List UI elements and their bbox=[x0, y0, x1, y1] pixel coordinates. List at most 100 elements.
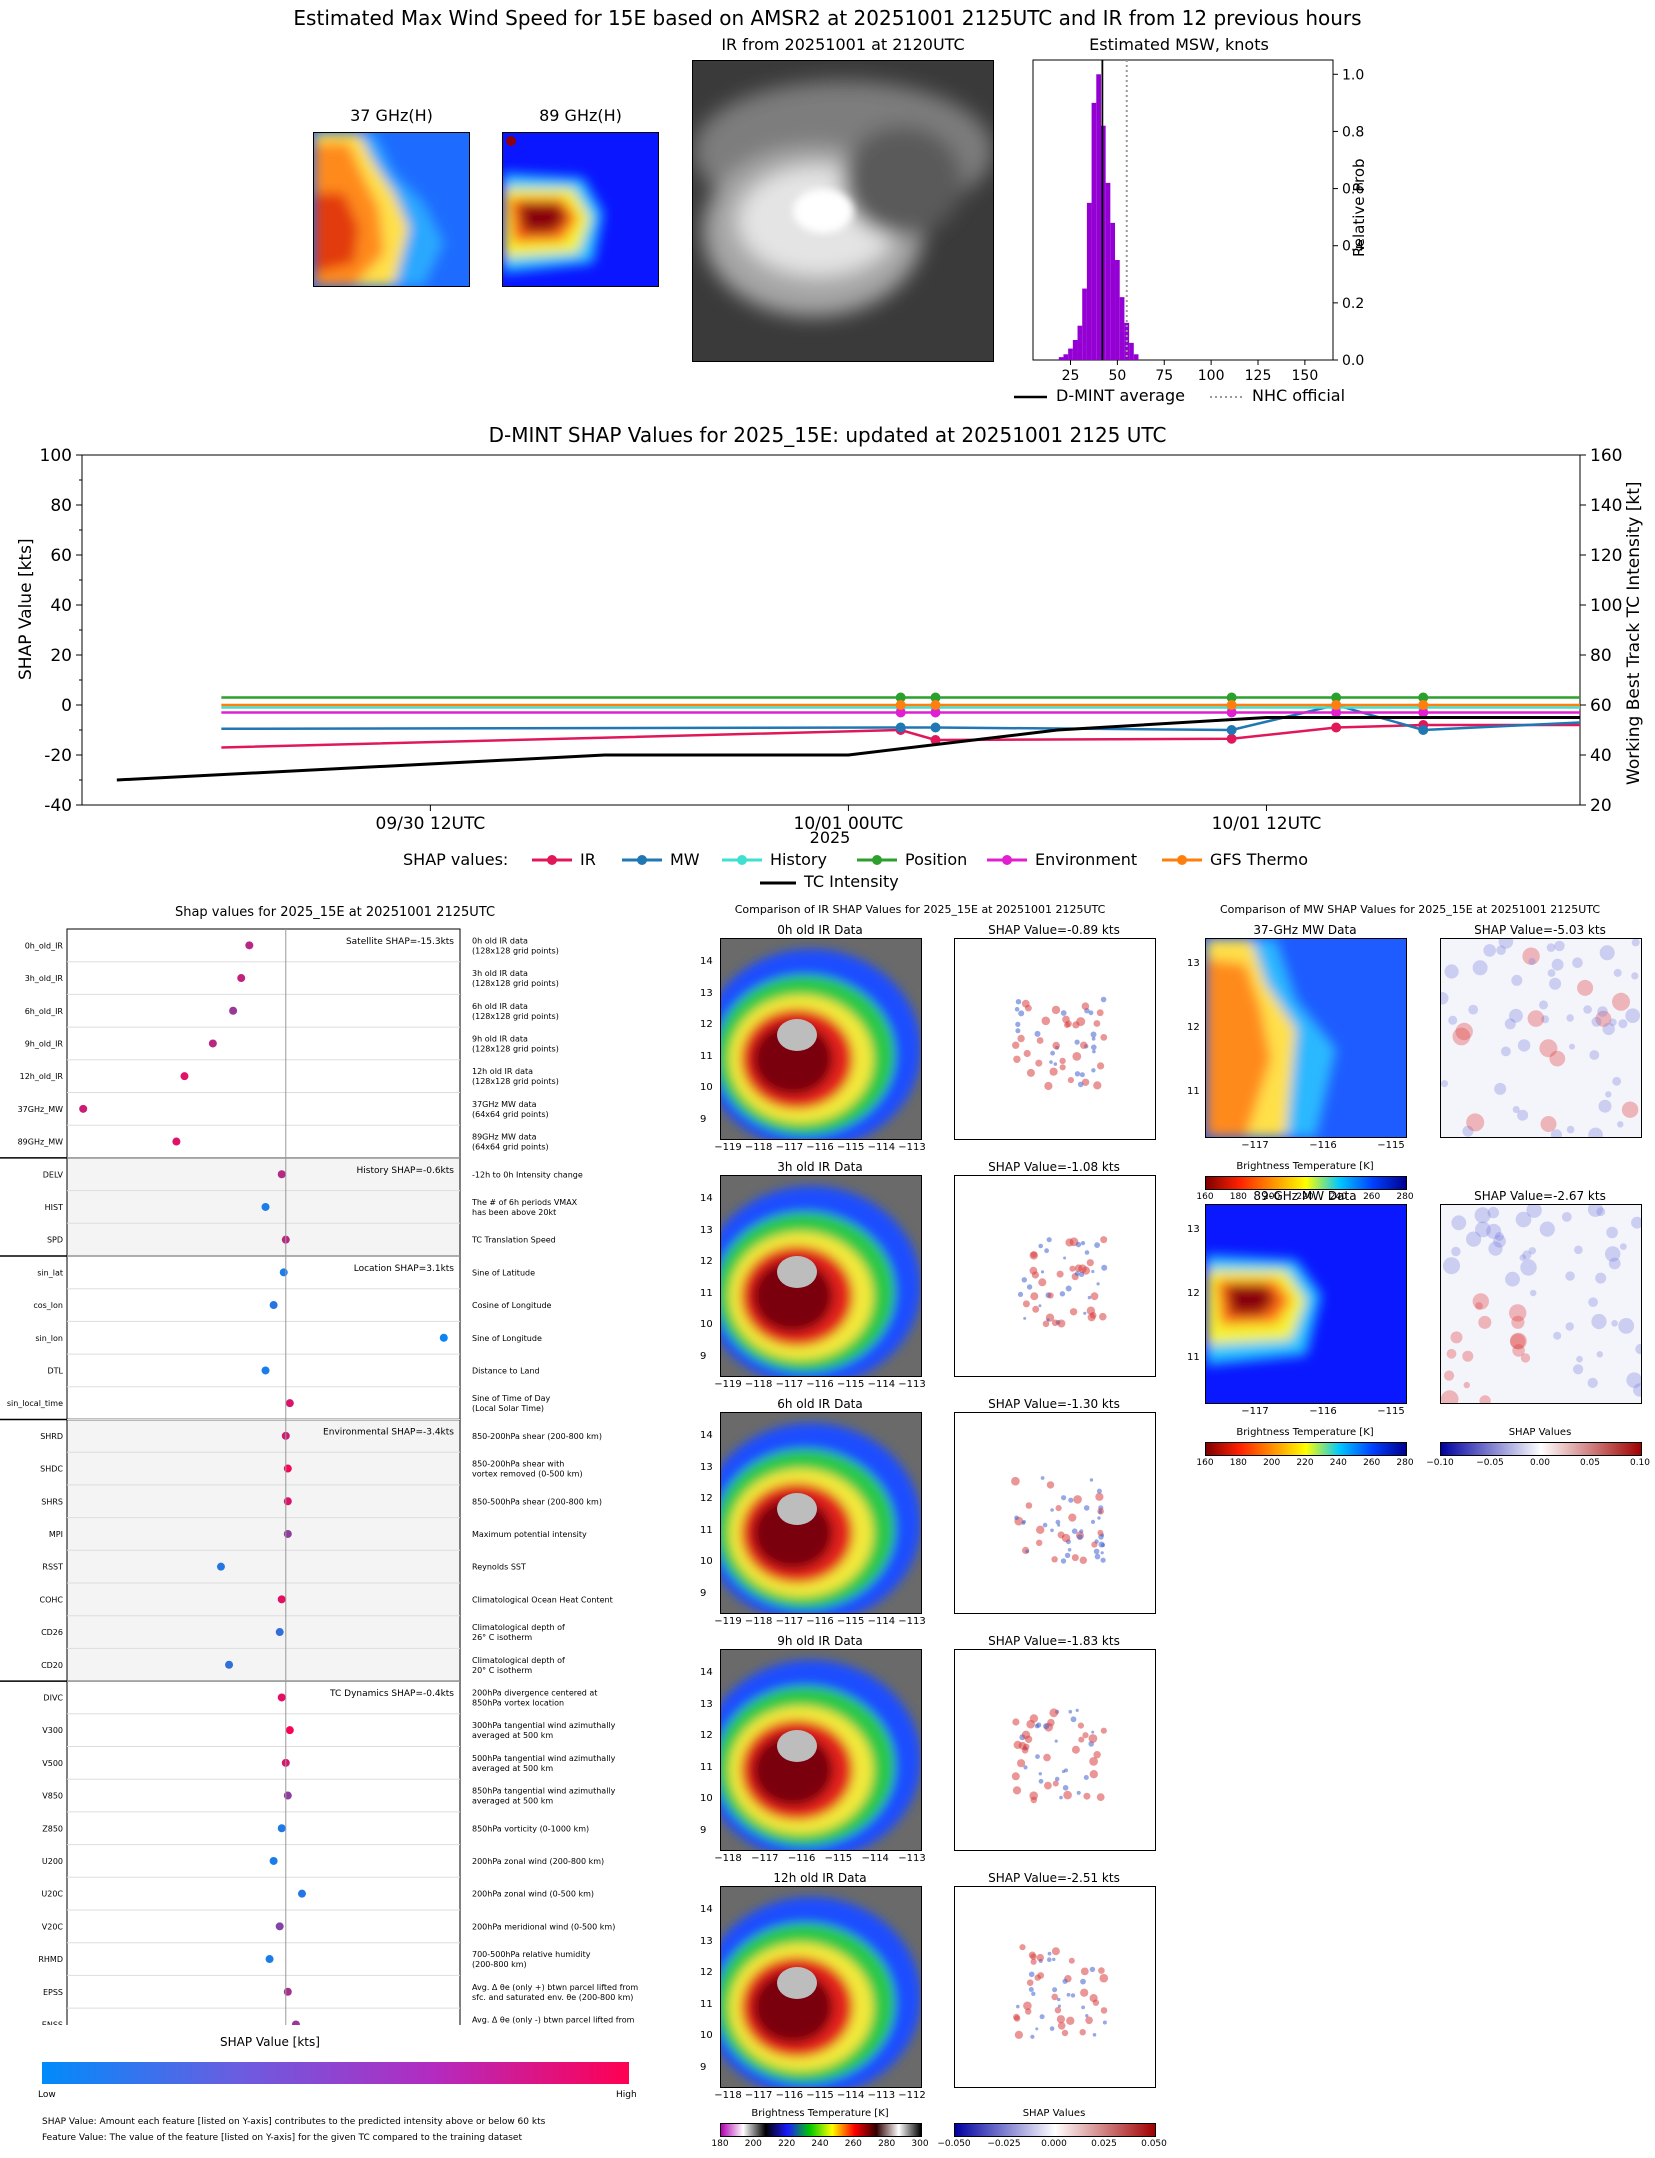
feature-description: -12h to 0h Intensity change bbox=[472, 1170, 583, 1179]
beeswarm-chart: Satellite SHAP=-15.3kts History SHAP=-0.6… bbox=[0, 928, 638, 2025]
feature-name: SHDC bbox=[40, 1465, 63, 1474]
feature-name: RHMD bbox=[38, 1955, 63, 1964]
beeswarm-title: Shap values for 2025_15E at 20251001 212… bbox=[174, 905, 496, 920]
mw-data-image-graphic bbox=[1206, 939, 1406, 1137]
mw-shap-colorbar-tick: 0.05 bbox=[1579, 1458, 1601, 1468]
ir-xtick-label: −119 bbox=[714, 1379, 742, 1390]
ir-compare-grid: 0h old IR Data 14 13 12 11 10 9 −119 −118 −117 −11… bbox=[670, 915, 1190, 2155]
mw-colorbar-tick: 240 bbox=[1329, 1192, 1347, 1202]
feature-description: (128x128 grid points) bbox=[472, 1077, 559, 1086]
ir-colorbar-tick: 220 bbox=[778, 2139, 796, 2149]
feature-description: (64x64 grid points) bbox=[472, 1110, 549, 1119]
group-label: Location SHAP=3.1kts bbox=[354, 1264, 455, 1274]
ir-shap-image bbox=[954, 938, 1156, 1140]
ir-colorbar-tick: 180 bbox=[711, 2139, 729, 2149]
ir-ytick-label: 12 bbox=[700, 1019, 713, 1030]
mw-shap-colorbar-tick: 0.00 bbox=[1529, 1458, 1551, 1468]
feature-description: vortex removed (0-500 km) bbox=[472, 1470, 583, 1479]
series-point bbox=[930, 692, 941, 703]
series-point bbox=[895, 707, 906, 718]
feature-point bbox=[79, 1104, 88, 1113]
ir-xtick-label: −118 bbox=[744, 1142, 773, 1153]
ts-ytick-left-label: -40 bbox=[44, 796, 72, 816]
feature-description: Climatological depth of bbox=[472, 1623, 565, 1632]
ir-data-image-graphic bbox=[721, 1887, 921, 2087]
ir-row-label: 6h old IR Data bbox=[777, 1397, 863, 1411]
ir-data-image-graphic bbox=[721, 1176, 921, 1376]
feature-name: U200 bbox=[42, 1857, 63, 1866]
hist-bar bbox=[1129, 342, 1134, 360]
feature-description: 6h old IR data bbox=[472, 1002, 528, 1011]
ir-xtick-label: −113 bbox=[898, 1142, 926, 1153]
ir-ytick-label: 14 bbox=[700, 1667, 713, 1678]
feature-description: (128x128 grid points) bbox=[472, 979, 559, 988]
hist-frame bbox=[1032, 59, 1334, 361]
ir-colorbar-label: Brightness Temperature [K] bbox=[751, 2108, 889, 2119]
mw-shap-image bbox=[1440, 938, 1642, 1138]
hist-bar bbox=[1110, 222, 1116, 360]
series-point bbox=[895, 722, 906, 733]
series-point bbox=[895, 700, 906, 710]
feature-name: V850 bbox=[42, 1792, 63, 1801]
feature-point bbox=[439, 1333, 448, 1342]
feature-description: Maximum potential intensity bbox=[472, 1530, 587, 1539]
ir-xtick-label: −115 bbox=[824, 1853, 853, 1864]
hist-xtick-label: 100 bbox=[1198, 368, 1225, 384]
ir-ytick-label: 9 bbox=[700, 2061, 707, 2073]
mw-xtick-label: −116 bbox=[1309, 1140, 1337, 1151]
feature-point bbox=[283, 1987, 292, 1996]
feature-value-colorbar bbox=[42, 2062, 629, 2084]
mw-ytick-label: 11 bbox=[1187, 1352, 1200, 1363]
hist-xtick-label: 25 bbox=[1062, 368, 1080, 384]
feature-point bbox=[285, 1726, 294, 1735]
feature-description: averaged at 500 km bbox=[472, 1797, 553, 1806]
hist-bar bbox=[1115, 260, 1120, 360]
mw-shap-colorbar-tick: −0.05 bbox=[1476, 1458, 1504, 1468]
mw-shap-image-graphic bbox=[1441, 939, 1641, 1137]
hist-bar bbox=[1091, 102, 1097, 360]
legend-nhc-line bbox=[1210, 396, 1243, 398]
ts-xtick-label: 09/30 12UTC bbox=[376, 814, 486, 834]
feature-point bbox=[283, 1464, 292, 1473]
ts-ytick-right-label: 160 bbox=[1590, 446, 1622, 466]
ir-shap-image bbox=[954, 1649, 1156, 1851]
ts-ytick-left-label: 60 bbox=[50, 546, 72, 566]
group-background bbox=[67, 1256, 460, 1420]
ts-legend-label: IR bbox=[580, 849, 596, 869]
mw-colorbar-tick: 260 bbox=[1363, 1458, 1381, 1468]
ir-data-image-graphic bbox=[721, 1413, 921, 1613]
feature-description: 200hPa zonal wind (0-500 km) bbox=[472, 1890, 594, 1899]
tc-intensity-line bbox=[116, 716, 1580, 782]
ir-colorbar-tick: 280 bbox=[878, 2139, 896, 2149]
hist-xtick-label: 50 bbox=[1108, 368, 1126, 384]
series-point bbox=[1418, 725, 1429, 735]
mw-colorbar-tick: 160 bbox=[1196, 1192, 1214, 1202]
ir-xtick-label: −116 bbox=[806, 1616, 834, 1627]
mw37-title: 37 GHz(H) bbox=[350, 106, 433, 125]
series-point bbox=[1418, 700, 1429, 710]
feature-name: sin_lat bbox=[37, 1268, 63, 1277]
mw-colorbar-tick: 180 bbox=[1229, 1458, 1247, 1468]
ir-xtick-label: −115 bbox=[836, 1379, 865, 1390]
ts-ytick-left-label: -20 bbox=[44, 746, 72, 766]
ir-xtick-label: −115 bbox=[836, 1616, 865, 1627]
ir-shap-colorbar-label: SHAP Values bbox=[1022, 2108, 1086, 2119]
feature-description: 850-200hPa shear with bbox=[472, 1460, 564, 1469]
ir-shap-image-graphic bbox=[955, 1650, 1155, 1850]
ir-data-image bbox=[720, 1175, 922, 1377]
ir-xtick-label: −113 bbox=[898, 1853, 926, 1864]
hist-ytick-label: 0.0 bbox=[1342, 353, 1364, 369]
group-label: Environmental SHAP=-3.4kts bbox=[323, 1428, 454, 1438]
ir-ytick-label: 14 bbox=[700, 1904, 713, 1915]
ts-ytick-right-label: 80 bbox=[1590, 646, 1612, 666]
series-point bbox=[1226, 725, 1237, 735]
mw-xtick-label: −115 bbox=[1377, 1140, 1405, 1151]
feature-point bbox=[225, 1660, 234, 1669]
mw-shap-colorbar-label: SHAP Values bbox=[1508, 1427, 1572, 1438]
ir-xtick-label: −116 bbox=[806, 1379, 834, 1390]
series-point bbox=[1226, 733, 1237, 744]
legend-nhc: NHC official bbox=[1252, 386, 1346, 405]
ir-row-shap: SHAP Value=-1.30 kts bbox=[988, 1397, 1120, 1411]
mw-row-shap: SHAP Value=-5.03 kts bbox=[1474, 923, 1606, 937]
hist-bar bbox=[1096, 74, 1101, 361]
